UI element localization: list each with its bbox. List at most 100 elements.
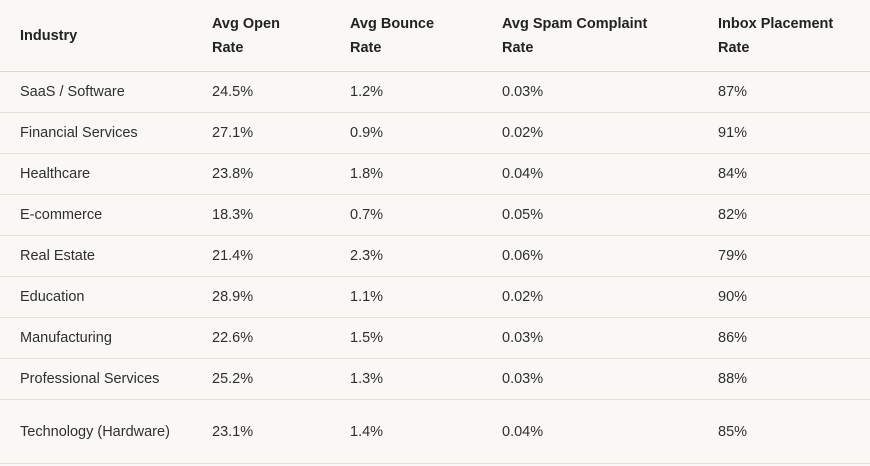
table-cell: 79% <box>698 235 870 277</box>
table-cell: 18.3% <box>192 194 330 236</box>
cell-text: Industry <box>20 27 78 44</box>
cell-text: 88% <box>718 371 748 387</box>
cell-text: Professional Services <box>20 371 160 387</box>
cell-text: 0.03% <box>502 371 544 387</box>
table-cell: 88% <box>698 358 870 400</box>
cell-text: 84% <box>718 166 748 182</box>
cell-text: Inbox Placement Rate <box>718 15 834 56</box>
table-cell: 82% <box>698 194 870 236</box>
header-row: Industry Avg Open Rate Avg Bounce Rate Avg … <box>0 0 870 72</box>
cell-text: 82% <box>718 207 748 223</box>
table-cell: 24.5% <box>192 71 330 113</box>
table-cell: 0.06% <box>482 235 698 277</box>
cell-text: 1.3% <box>350 371 384 387</box>
cell-text: 91% <box>718 125 748 141</box>
cell-text: 90% <box>718 289 748 305</box>
table-cell: Manufacturing <box>0 317 192 359</box>
table-row: Manufacturing 22.6% 1.5% 0.03% 86% <box>0 317 870 359</box>
header-cell: Industry <box>0 0 192 72</box>
table-cell: 0.04% <box>482 153 698 195</box>
table-cell: 23.8% <box>192 153 330 195</box>
table-cell: 25.2% <box>192 358 330 400</box>
table-cell: 0.03% <box>482 71 698 113</box>
table-cell: SaaS / Software <box>0 71 192 113</box>
cell-text: 28.9% <box>212 289 254 305</box>
table-cell: Technology (Hardware) <box>0 399 192 464</box>
cell-text: 1.4% <box>350 423 384 440</box>
cell-text: Manufacturing <box>20 330 112 346</box>
cell-text: Financial Services <box>20 125 138 141</box>
table-cell: 2.3% <box>330 235 482 277</box>
table-cell: 0.03% <box>482 317 698 359</box>
table-cell: 27.1% <box>192 112 330 154</box>
table-cell: 23.1% <box>192 399 330 464</box>
cell-text: 0.7% <box>350 207 384 223</box>
table-cell: 91% <box>698 112 870 154</box>
table-cell: 0.02% <box>482 112 698 154</box>
cell-text: Avg Bounce Rate <box>350 15 435 56</box>
table-row: Education 28.9% 1.1% 0.02% 90% <box>0 276 870 318</box>
cell-text: Healthcare <box>20 166 91 182</box>
cell-text: 0.9% <box>350 125 384 141</box>
cell-text: Real Estate <box>20 248 95 264</box>
cell-text: 23.8% <box>212 166 254 182</box>
table-cell: 1.5% <box>330 317 482 359</box>
table-cell: 85% <box>698 399 870 464</box>
cell-text: 0.03% <box>502 330 544 346</box>
cell-text: 0.02% <box>502 289 544 305</box>
cell-text: 24.5% <box>212 84 254 100</box>
table-cell: 1.3% <box>330 358 482 400</box>
cell-text: 25.2% <box>212 371 254 387</box>
cell-text: 1.1% <box>350 289 384 305</box>
header-cell: Avg Bounce Rate <box>330 0 482 72</box>
table-row: Healthcare 23.8% 1.8% 0.04% 84% <box>0 153 870 195</box>
cell-text: 0.03% <box>502 84 544 100</box>
table-cell: 0.05% <box>482 194 698 236</box>
table-cell: 0.02% <box>482 276 698 318</box>
header-cell: Avg Open Rate <box>192 0 330 72</box>
header-cell: Inbox Placement Rate <box>698 0 870 72</box>
cell-text: 87% <box>718 84 748 100</box>
cell-text: 21.4% <box>212 248 254 264</box>
cell-text: 1.2% <box>350 84 384 100</box>
cell-text: 86% <box>718 330 748 346</box>
table-cell: 22.6% <box>192 317 330 359</box>
cell-text: 0.04% <box>502 423 544 440</box>
table-cell: 28.9% <box>192 276 330 318</box>
cell-text: 0.06% <box>502 248 544 264</box>
table-cell: Professional Services <box>0 358 192 400</box>
cell-text: 85% <box>718 423 748 440</box>
table-row: Financial Services 27.1% 0.9% 0.02% 91% <box>0 112 870 154</box>
table-cell: 86% <box>698 317 870 359</box>
table-row: Technology (Hardware) 23.1% 1.4% 0.04% 85% <box>0 399 870 464</box>
table-cell: 1.2% <box>330 71 482 113</box>
cell-text: 0.02% <box>502 125 544 141</box>
table-cell: Education <box>0 276 192 318</box>
table-cell: 84% <box>698 153 870 195</box>
table-cell: Real Estate <box>0 235 192 277</box>
cell-text: 1.5% <box>350 330 384 346</box>
table-row: SaaS / Software 24.5% 1.2% 0.03% 87% <box>0 71 870 113</box>
cell-text: Avg Spam Complaint Rate <box>502 15 648 56</box>
table-cell: 0.04% <box>482 399 698 464</box>
cell-text: 0.04% <box>502 166 544 182</box>
cell-text: E-commerce <box>20 207 103 223</box>
table-body: SaaS / Software 24.5% 1.2% 0.03% 87% Financia… <box>0 71 870 464</box>
table-cell: 90% <box>698 276 870 318</box>
table-cell: Healthcare <box>0 153 192 195</box>
table-cell: E-commerce <box>0 194 192 236</box>
cell-text: 79% <box>718 248 748 264</box>
table-row: E-commerce 18.3% 0.7% 0.05% 82% <box>0 194 870 236</box>
table-cell: 21.4% <box>192 235 330 277</box>
cell-text: 2.3% <box>350 248 384 264</box>
cell-text: Technology (Hardware) <box>20 423 170 440</box>
table-cell: 1.8% <box>330 153 482 195</box>
table-cell: 0.7% <box>330 194 482 236</box>
cell-text: Education <box>20 289 85 305</box>
cell-text: Avg Open Rate <box>212 15 280 56</box>
cell-text: 1.8% <box>350 166 384 182</box>
table-cell: Financial Services <box>0 112 192 154</box>
table-row: Professional Services 25.2% 1.3% 0.03% 88% <box>0 358 870 400</box>
